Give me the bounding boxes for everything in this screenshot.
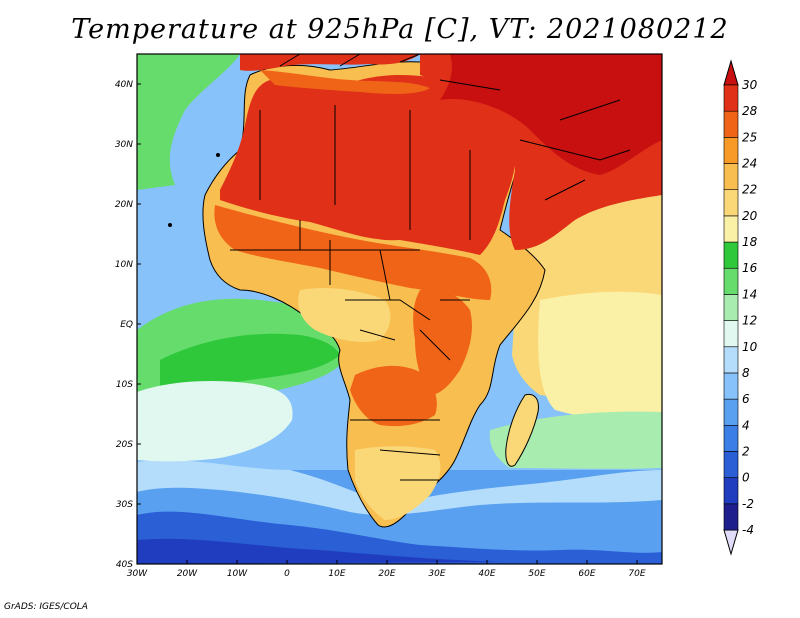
x-tick-label: 50E [528,569,545,579]
colorbar-label: 30 [742,78,758,92]
east-africa-rift [413,288,472,395]
southern-africa-mild [355,446,441,520]
atlantic-green-waters [137,54,240,190]
y-tick-label: 30S [116,500,133,510]
indian-ocean-pale [538,291,662,422]
colorbar-segment [723,215,739,243]
x-tick-label: 70E [628,569,645,579]
colorbar-label: 28 [742,104,758,118]
sahel-warm-band [214,205,492,300]
colorbar-label: 14 [742,287,757,301]
europe-strip [240,54,420,71]
central-africa-cool [298,288,391,342]
x-tick-label: 20W [177,569,198,579]
y-axis: 40N 30N 20N 10N EQ 10S 20S 30S 40S [115,80,141,570]
madagascar [505,393,539,467]
mediterranean-sea [260,70,430,94]
y-tick-label: 30N [115,140,133,150]
boundary-arabia [519,99,631,201]
colorbar-segment [723,503,739,531]
colorbar-segment [723,398,739,426]
boundary-europe [279,54,501,91]
colorbar-label: 8 [742,366,750,380]
x-tick-label: 60E [578,569,595,579]
x-tick-label: 30W [127,569,148,579]
gulf-of-guinea-deep [160,333,340,391]
colorbar-under [723,529,739,556]
colorbar-label: 25 [742,130,757,144]
colorbar-label: 24 [742,157,757,171]
x-tick-label: 40E [478,569,495,579]
x-tick-label: 10W [227,569,248,579]
y-tick-label: 20S [116,440,133,450]
southern-ocean-mid [137,460,662,515]
colorbar-label: 0 [742,471,750,485]
colorbar-label: 20 [742,209,758,223]
colorbar-segment [723,189,739,217]
colorbar-label: -4 [742,523,754,537]
x-tick-label: 0 [284,569,290,579]
colorbar-segment [723,294,739,321]
boundary-east [419,299,470,361]
middle-east-hot [440,54,662,175]
colorbar-segment [723,477,739,505]
y-tick-label: EQ [120,320,133,330]
colorbar-segment [723,137,739,164]
y-tick-label: 10S [116,380,133,390]
y-tick-label: 40S [116,560,133,570]
colorbar-label: 10 [742,340,758,354]
angola-zambia-hot [350,365,437,427]
boundary-south [350,419,441,481]
colorbar-segment [723,320,739,348]
colorbar-segment [723,84,739,112]
credit-text: GrADS: IGES/COLA [4,602,88,612]
boundary-north-africa [259,105,471,250]
colorbar-segment [723,267,739,295]
colorbar-label: 2 [742,444,750,458]
colorbar-segment [723,424,739,452]
colorbar-segment [723,451,739,478]
colorbar-segment [723,372,739,400]
colorbar-label: 4 [742,418,750,432]
colorbar-segment [723,110,739,138]
boundary-central [345,299,431,341]
plot-frame [136,53,663,565]
colorbar-label: -2 [742,497,754,511]
colorbar-over [723,59,739,86]
colorbar-label: 18 [742,235,758,249]
y-tick-label: 40N [115,80,133,90]
temperature-field [137,54,662,564]
x-tick-label: 10E [328,569,345,579]
boundary-sahel [230,240,420,301]
temperature-map: 30W 20W 10W 0 10E 20E 30E 40E 50E 60E 70E 40N30N20… [115,53,758,579]
x-tick-label: 30E [428,569,445,579]
colorbar-label: 6 [742,392,750,406]
colorbar-label: 22 [742,183,757,197]
colorbar-label: 16 [742,261,758,275]
x-tick-label: 20E [378,569,395,579]
country-boundaries [230,54,631,481]
colorbar-segment [723,346,739,374]
colorbar-segment [723,163,739,191]
y-tick-label: 10N [115,260,133,270]
x-axis: 30W 20W 10W 0 10E 20E 30E 40E 50E 60E 70E [127,560,646,579]
colorbar-segment [723,241,739,269]
y-tick-label: 20N [115,200,133,210]
atlantic-pale-waters [137,380,293,462]
chart-title: Temperature at 925hPa [C], VT: 202108021… [71,14,729,45]
sahara-hot-region [220,75,517,255]
southern-ocean-coldest [137,538,500,564]
colorbar-label: 12 [742,314,757,328]
cape-verde [168,223,172,227]
canary-islands [216,153,220,157]
